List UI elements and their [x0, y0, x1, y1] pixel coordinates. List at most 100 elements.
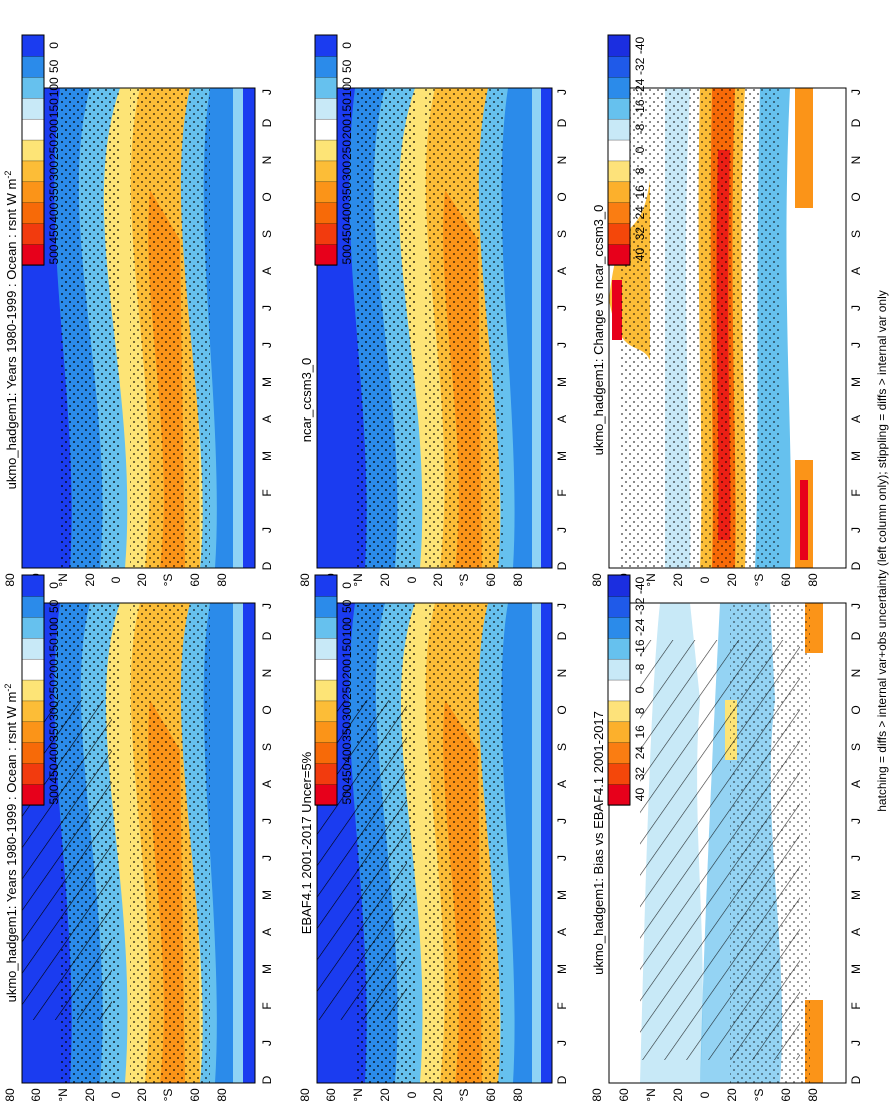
lat-tick: °N	[351, 1088, 365, 1101]
month-tick: D	[849, 118, 863, 127]
plot-frame	[608, 602, 847, 1084]
month-tick: D	[849, 1075, 863, 1084]
colorbar-swatch	[314, 783, 338, 806]
colorbar-tick-label: 0	[340, 582, 354, 589]
lat-tick: 0	[698, 576, 712, 583]
month-tick: J	[555, 305, 569, 311]
panel-title-superscript: -2	[3, 171, 13, 179]
colorbar-swatch	[607, 637, 631, 660]
month-tick: A	[260, 267, 274, 275]
lat-tick: 80	[806, 573, 820, 587]
lat-tick: 80	[511, 1088, 525, 1102]
month-tick: F	[849, 1002, 863, 1009]
lat-tick: 80	[215, 1088, 229, 1102]
colorbar-swatch	[314, 763, 338, 785]
colorbar-swatch	[314, 742, 338, 764]
month-tick: S	[260, 230, 274, 238]
colorbar-swatch	[21, 160, 45, 183]
colorbar-tick-label: 8	[633, 707, 647, 714]
lat-tick: °S	[752, 1089, 766, 1102]
plot-frame	[21, 602, 256, 1084]
month-tick: A	[260, 780, 274, 788]
month-tick: M	[849, 890, 863, 900]
colorbar-tick-label: 16	[633, 185, 647, 199]
colorbar-tick-label: 40	[633, 248, 647, 262]
month-tick: M	[260, 377, 274, 387]
y-axis-latitudes: 80 60 °N 20 0 20 °S 60 80	[3, 1088, 229, 1102]
panel-top-right: D J F M A M J J A S O N D J 80 60 °N 20 …	[3, 87, 274, 587]
colorbar-swatch	[314, 616, 338, 639]
panel-middle-left: D J F M A M J J A S O N D J 80 60 °N 20 …	[298, 602, 569, 1102]
colorbar-tick-label: 0	[47, 42, 61, 49]
month-tick: S	[260, 743, 274, 751]
colorbar-tick-label: 200	[47, 119, 61, 139]
lat-tick: °S	[161, 1089, 175, 1102]
colorbar-tick-label: 0	[633, 686, 647, 693]
colorbar-tick-label: 100	[47, 617, 61, 637]
lat-tick: 60	[484, 573, 498, 587]
lat-tick: 80	[590, 573, 604, 587]
month-tick: D	[555, 1075, 569, 1084]
month-tick: J	[849, 603, 863, 609]
colorbar-swatch	[607, 139, 631, 162]
colorbar-tick-label: 16	[633, 725, 647, 739]
panel-title-text: ukmo_hadgem1: Years 1980-1999 : Ocean : …	[4, 179, 19, 490]
lat-tick: 20	[431, 1088, 445, 1102]
colorbar-swatch	[607, 76, 631, 99]
month-tick: J	[849, 89, 863, 95]
month-tick: N	[555, 669, 569, 678]
x-axis-months: D J F M A M J J A S O N D J	[849, 603, 863, 1084]
colorbar-swatch	[21, 139, 45, 162]
colorbar-tick-label: 32	[633, 227, 647, 241]
lat-tick: 0	[109, 576, 123, 583]
month-tick: J	[849, 342, 863, 348]
colorbar-bottom-left: 40 32 24 16 8 0 -8 -16 -24 -32 -40	[607, 574, 647, 806]
colorbar-tick-label: 100	[340, 617, 354, 637]
month-tick: A	[849, 928, 863, 936]
plot-frame	[316, 87, 553, 569]
colorbar-swatch	[607, 700, 631, 723]
colorbar-tick-label: 250	[47, 680, 61, 700]
month-tick: S	[849, 230, 863, 238]
colorbar-swatch	[314, 55, 338, 78]
lat-tick: 80	[298, 1088, 312, 1102]
month-tick: J	[555, 855, 569, 861]
lat-tick: 20	[431, 573, 445, 587]
lat-tick: 80	[511, 573, 525, 587]
month-tick: J	[849, 818, 863, 824]
colorbar-swatch	[314, 679, 338, 702]
colorbar-swatch	[21, 34, 45, 57]
colorbar-swatch	[21, 97, 45, 120]
colorbar-tick-label: 450	[340, 763, 354, 783]
lat-tick: °N	[644, 1088, 658, 1101]
panel-title: ncar_ccsm3_0	[299, 358, 314, 443]
x-axis-months: D J F M A M J J A S O N D J	[555, 89, 569, 570]
month-tick: F	[555, 489, 569, 496]
colorbar-swatch	[314, 700, 338, 723]
plot-frame	[608, 87, 847, 569]
lat-tick: 60	[324, 1088, 338, 1102]
colorbar-swatch	[607, 118, 631, 141]
colorbar-swatch	[607, 97, 631, 120]
lat-tick: °N	[644, 573, 658, 586]
colorbar-swatch	[21, 595, 45, 618]
colorbar-tick-label: 300	[340, 701, 354, 721]
month-tick: J	[555, 89, 569, 95]
colorbar-tick-label: 50	[47, 599, 61, 613]
heatmap-middle-right	[317, 88, 552, 568]
colorbar-tick-label: 24	[633, 206, 647, 220]
lat-tick: °S	[752, 574, 766, 587]
month-tick: J	[555, 603, 569, 609]
colorbar-swatch	[314, 139, 338, 162]
colorbar-tick-label: -32	[633, 57, 647, 75]
month-tick: D	[555, 561, 569, 570]
colorbar-swatch	[607, 181, 631, 203]
colorbar-swatch	[314, 574, 338, 597]
lat-tick: 20	[135, 1088, 149, 1102]
panel-title-text: ukmo_hadgem1: Years 1980-1999 : Ocean : …	[4, 692, 19, 1003]
plot-frame	[316, 602, 553, 1084]
colorbar-tick-label: 40	[633, 788, 647, 802]
month-tick: A	[555, 415, 569, 423]
